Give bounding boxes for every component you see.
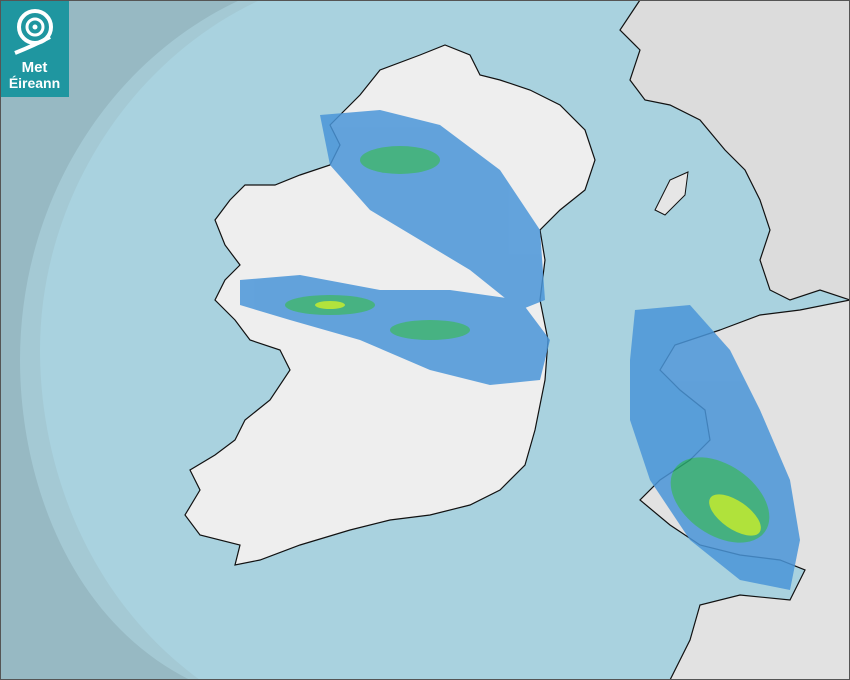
logo-text-eireann: Éireann xyxy=(8,75,61,91)
rain-echoes xyxy=(240,110,800,590)
isle-of-man xyxy=(654,171,689,216)
rain-moderate xyxy=(360,146,440,174)
logo-text-met: Met xyxy=(21,59,48,76)
scotland-landmass xyxy=(619,0,850,301)
rain-heavy xyxy=(709,494,761,536)
met-eireann-logo: Met Éireann xyxy=(0,0,69,97)
rain-heavy xyxy=(315,301,345,309)
spiral-icon xyxy=(14,9,53,55)
rain-moderate xyxy=(390,320,470,340)
